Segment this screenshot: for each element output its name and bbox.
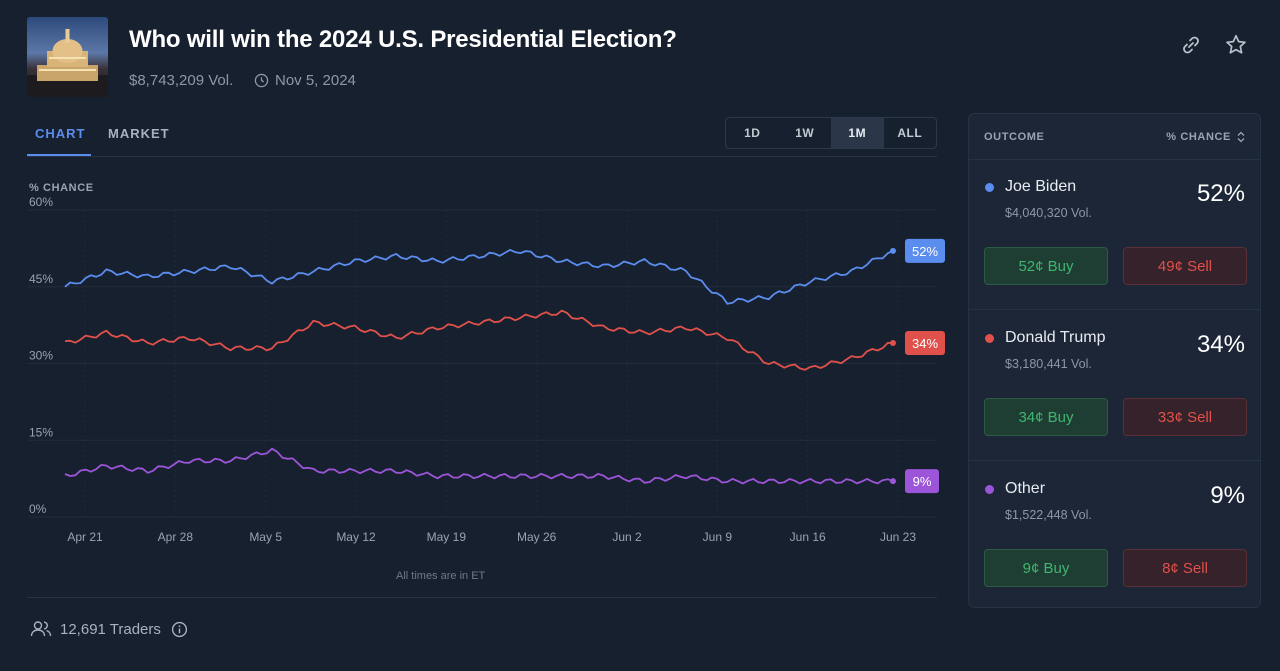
outcome-divider bbox=[969, 460, 1260, 461]
outcome-chance: 34% bbox=[1196, 331, 1245, 358]
link-icon[interactable] bbox=[1179, 33, 1203, 57]
tabs-divider bbox=[27, 156, 937, 157]
star-icon[interactable] bbox=[1224, 33, 1248, 57]
outcome-volume: $4,040,320 Vol. bbox=[1005, 206, 1092, 220]
series-end-badge bbox=[905, 469, 939, 494]
x-tick-label: Jun 16 bbox=[790, 530, 826, 544]
x-tick-label: Jun 9 bbox=[703, 530, 733, 544]
clock-icon bbox=[254, 73, 269, 88]
outcome-chance: 9% bbox=[1210, 482, 1245, 509]
range-1d[interactable]: 1D bbox=[744, 126, 761, 140]
traders-count: 12,691 Traders bbox=[60, 620, 161, 638]
buy-button[interactable]: 52¢ Buy bbox=[984, 247, 1108, 285]
x-tick-label: May 5 bbox=[249, 530, 282, 544]
series-end-badge bbox=[905, 238, 945, 263]
chart-bottom-divider bbox=[27, 597, 937, 598]
sort-icon bbox=[1237, 131, 1245, 143]
y-tick-label: 45% bbox=[29, 272, 53, 286]
x-tick-label: Jun 23 bbox=[880, 530, 916, 544]
tab-chart[interactable]: CHART bbox=[35, 126, 86, 141]
info-icon[interactable] bbox=[171, 621, 188, 638]
outcome-chance: 52% bbox=[1196, 180, 1245, 207]
market-title: Who will win the 2024 U.S. Presidential … bbox=[129, 26, 677, 53]
x-tick-label: May 19 bbox=[427, 530, 467, 544]
outcome-name: Donald Trump bbox=[1005, 329, 1106, 346]
series-color-dot bbox=[985, 334, 994, 343]
buy-button[interactable]: 34¢ Buy bbox=[984, 398, 1108, 436]
sell-button[interactable]: 49¢ Sell bbox=[1123, 247, 1247, 285]
users-icon bbox=[30, 621, 52, 637]
series-end-label: 34% bbox=[912, 336, 938, 351]
series-end-point bbox=[890, 247, 896, 254]
market-date: Nov 5, 2024 bbox=[275, 72, 356, 89]
y-tick-label: 15% bbox=[29, 425, 53, 439]
series-line-other bbox=[64, 447, 894, 485]
outcome-row-other: Other $1,522,448 Vol. 9% 9¢ Buy 8¢ Sell bbox=[969, 462, 1260, 612]
outcome-row-trump: Donald Trump $3,180,441 Vol. 34% 34¢ Buy… bbox=[969, 311, 1260, 461]
series-line-joe-biden bbox=[64, 249, 894, 305]
x-tick-label: Apr 28 bbox=[158, 530, 194, 544]
sell-button[interactable]: 8¢ Sell bbox=[1123, 549, 1247, 587]
y-tick-label: 0% bbox=[29, 502, 47, 516]
x-tick-label: Jun 2 bbox=[612, 530, 642, 544]
range-1m[interactable]: 1M bbox=[831, 118, 884, 148]
buy-button[interactable]: 9¢ Buy bbox=[984, 549, 1108, 587]
y-tick-label: 60% bbox=[29, 195, 53, 209]
x-tick-label: May 26 bbox=[517, 530, 557, 544]
outcome-panel: OUTCOME % CHANCE Joe Biden $4,040,320 Vo… bbox=[968, 113, 1261, 608]
outcome-row-biden: Joe Biden $4,040,320 Vol. 52% 52¢ Buy 49… bbox=[969, 160, 1260, 310]
x-tick-label: Apr 21 bbox=[67, 530, 103, 544]
outcome-divider bbox=[969, 309, 1260, 310]
series-end-point bbox=[890, 340, 896, 347]
series-line-donald-trump bbox=[64, 309, 894, 371]
range-all[interactable]: ALL bbox=[897, 126, 923, 140]
y-axis-label: % CHANCE bbox=[29, 182, 94, 194]
traders-count-group: 12,691 Traders bbox=[30, 620, 188, 638]
outcome-name: Joe Biden bbox=[1005, 178, 1077, 195]
outcome-header: OUTCOME bbox=[984, 131, 1045, 143]
series-end-label: 9% bbox=[913, 474, 932, 489]
series-end-point bbox=[890, 478, 896, 485]
timezone-note: All times are in ET bbox=[396, 570, 486, 582]
market-date-group: Nov 5, 2024 bbox=[254, 72, 356, 89]
outcome-volume: $3,180,441 Vol. bbox=[1005, 357, 1092, 371]
chance-sort-header[interactable]: % CHANCE bbox=[1166, 131, 1245, 143]
market-volume: $8,743,209 Vol. bbox=[129, 72, 234, 89]
chance-header-label: % CHANCE bbox=[1166, 131, 1231, 143]
y-tick-label: 30% bbox=[29, 349, 53, 363]
outcome-volume: $1,522,448 Vol. bbox=[1005, 508, 1092, 522]
series-end-badge bbox=[905, 331, 945, 356]
series-color-dot bbox=[985, 183, 994, 192]
panel-header-divider bbox=[969, 159, 1260, 160]
active-tab-indicator bbox=[27, 154, 91, 156]
market-thumbnail bbox=[27, 17, 108, 97]
range-1w[interactable]: 1W bbox=[795, 126, 815, 140]
time-range-selector: 1D 1W 1M ALL bbox=[725, 117, 937, 149]
tab-market[interactable]: MARKET bbox=[108, 126, 170, 141]
outcome-name: Other bbox=[1005, 480, 1046, 497]
x-tick-label: May 12 bbox=[336, 530, 376, 544]
series-color-dot bbox=[985, 485, 994, 494]
series-end-label: 52% bbox=[912, 244, 938, 259]
sell-button[interactable]: 33¢ Sell bbox=[1123, 398, 1247, 436]
